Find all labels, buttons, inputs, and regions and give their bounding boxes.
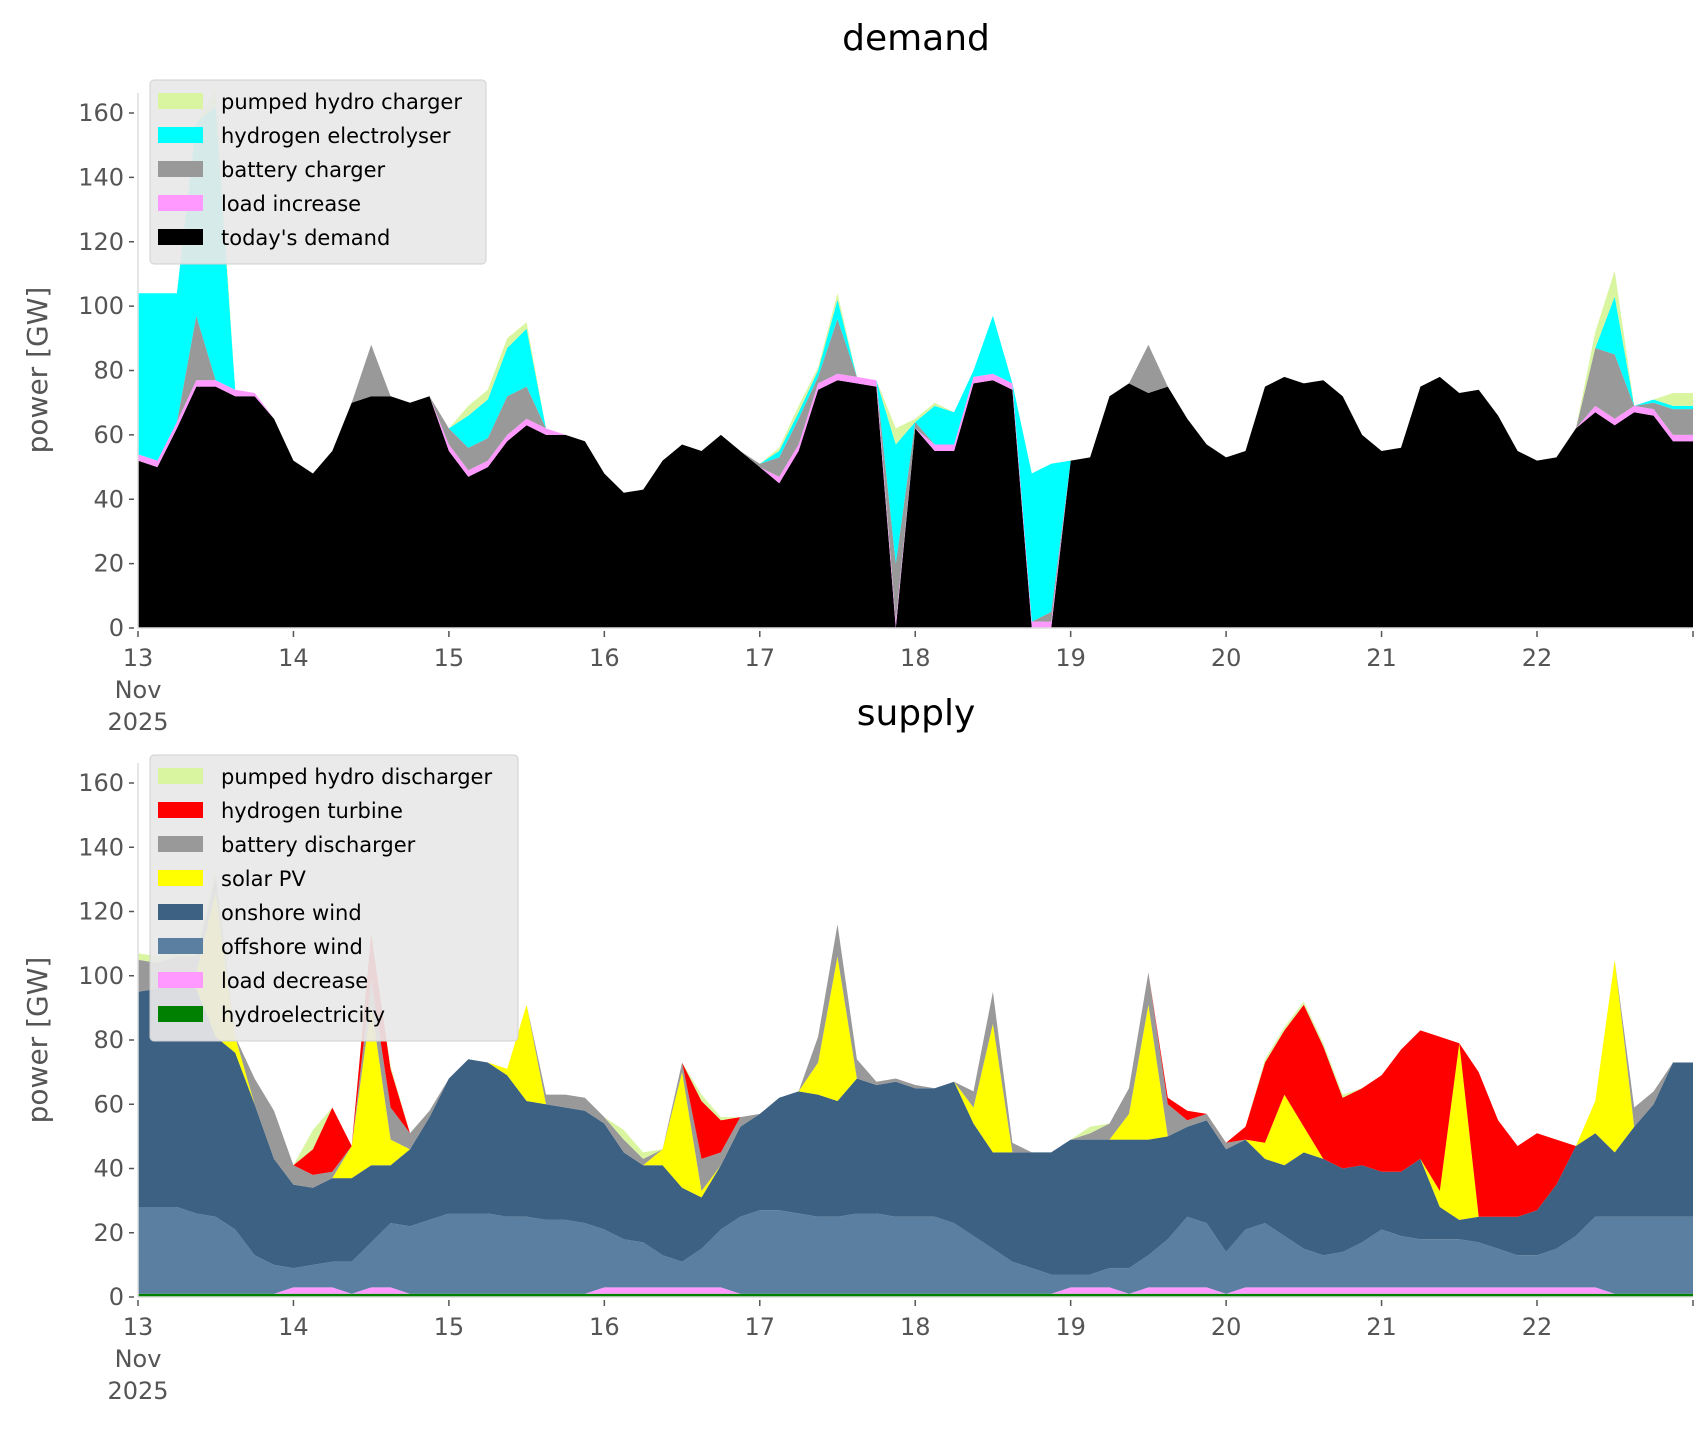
demand-title: demand <box>842 18 990 59</box>
x-tick-label: 17 <box>745 644 776 672</box>
x-tick-label: 2025 <box>107 708 168 736</box>
legend-label: offshore wind <box>221 935 363 959</box>
demand-areas <box>138 90 1693 628</box>
x-tick-label: 22 <box>1522 644 1553 672</box>
y-tick-label: 40 <box>93 1155 124 1183</box>
legend-swatch <box>158 1006 203 1022</box>
x-tick-label: 15 <box>434 644 465 672</box>
legend-label: onshore wind <box>221 901 362 925</box>
supply-ylabel: power [GW] <box>21 957 54 1124</box>
y-tick-label: 160 <box>78 769 124 797</box>
x-tick-label: 17 <box>745 1313 776 1341</box>
x-tick-label: 20 <box>1211 1313 1242 1341</box>
y-tick-label: 120 <box>78 228 124 256</box>
x-tick-label: Nov <box>115 1345 162 1373</box>
x-tick-label: 22 <box>1522 1313 1553 1341</box>
legend-swatch <box>158 938 203 954</box>
legend-swatch <box>158 229 203 245</box>
x-tick-label: 21 <box>1366 1313 1397 1341</box>
x-tick-label: 18 <box>900 1313 931 1341</box>
y-tick-label: 100 <box>78 962 124 990</box>
area-offshore-wind <box>138 1207 1693 1294</box>
y-tick-label: 20 <box>93 1219 124 1247</box>
area-onshore-wind <box>138 982 1693 1275</box>
area-hydrogen-turbine <box>138 876 1693 1217</box>
y-tick-label: 160 <box>78 99 124 127</box>
area-hydroelectricity <box>138 1293 1693 1297</box>
legend-swatch <box>158 802 203 818</box>
x-tick-label: 16 <box>589 1313 620 1341</box>
supply-axes: 0 20 40 60 80 100 120 140 160 13 Nov 2025 14 15 16 17 18… <box>78 763 1694 1405</box>
x-tick-label: 13 <box>123 644 154 672</box>
y-tick-label: 0 <box>109 614 124 642</box>
x-tick-label: 20 <box>1211 644 1242 672</box>
legend-swatch <box>158 93 203 109</box>
legend-label: solar PV <box>221 867 306 891</box>
y-tick-label: 0 <box>109 1283 124 1311</box>
legend-swatch <box>158 870 203 886</box>
x-tick-label: 21 <box>1366 644 1397 672</box>
x-tick-label: 13 <box>123 1313 154 1341</box>
x-tick-label: 14 <box>278 1313 309 1341</box>
area-load-decrease <box>138 1287 1693 1294</box>
legend-label: load increase <box>221 192 361 216</box>
legend-label: hydrogen electrolyser <box>221 124 451 148</box>
legend-label: pumped hydro discharger <box>221 765 492 789</box>
legend-label: load decrease <box>221 969 368 993</box>
x-tick-label: 14 <box>278 644 309 672</box>
y-tick-label: 80 <box>93 1026 124 1054</box>
x-tick-label: 15 <box>434 1313 465 1341</box>
legend-swatch <box>158 836 203 852</box>
y-tick-label: 20 <box>93 550 124 578</box>
legend-label: today's demand <box>221 226 390 250</box>
supply-areas <box>138 869 1693 1297</box>
area-battery-discharger <box>138 876 1693 1217</box>
supply-legend: pumped hydro discharger hydrogen turbine b… <box>149 754 519 1042</box>
demand-ylabel: power [GW] <box>21 287 54 454</box>
x-tick-label: 19 <box>1055 644 1086 672</box>
legend-swatch <box>158 972 203 988</box>
area-solar-pv <box>138 892 1693 1220</box>
y-tick-label: 100 <box>78 292 124 320</box>
legend-box <box>149 79 487 265</box>
x-tick-label: 19 <box>1055 1313 1086 1341</box>
demand-axes: 0 20 40 60 80 100 120 140 160 13 Nov 2025 14 15 16 17 18… <box>78 93 1694 736</box>
legend-label: hydrogen turbine <box>221 799 403 823</box>
legend-box <box>149 754 519 1042</box>
supply-title: supply <box>857 693 976 734</box>
demand-legend: pumped hydro charger hydrogen electrolyse… <box>149 79 487 265</box>
area-today-s-demand <box>138 376 1693 628</box>
legend-label: pumped hydro charger <box>221 90 462 114</box>
y-tick-label: 120 <box>78 898 124 926</box>
demand-panel: demand 0 20 40 60 80 100 120 140 160 13 Nov 2025 14 1… <box>21 18 1694 736</box>
y-tick-label: 80 <box>93 357 124 385</box>
legend-label: hydroelectricity <box>221 1003 385 1027</box>
supply-panel: supply 0 20 40 60 80 100 120 140 160 13 Nov 2025 14 1… <box>21 693 1694 1405</box>
legend-swatch <box>158 904 203 920</box>
legend-swatch <box>158 195 203 211</box>
y-tick-label: 60 <box>93 1090 124 1118</box>
x-tick-label: 16 <box>589 644 620 672</box>
y-tick-label: 140 <box>78 163 124 191</box>
x-tick-label: Nov <box>115 676 162 704</box>
y-tick-label: 140 <box>78 833 124 861</box>
y-tick-label: 40 <box>93 485 124 513</box>
x-tick-label: 18 <box>900 644 931 672</box>
x-tick-label: 2025 <box>107 1377 168 1405</box>
legend-swatch <box>158 161 203 177</box>
legend-swatch <box>158 127 203 143</box>
y-tick-label: 60 <box>93 421 124 449</box>
area-battery-charger <box>138 315 1693 622</box>
legend-label: battery discharger <box>221 833 416 857</box>
legend-swatch <box>158 768 203 784</box>
legend-label: battery charger <box>221 158 386 182</box>
